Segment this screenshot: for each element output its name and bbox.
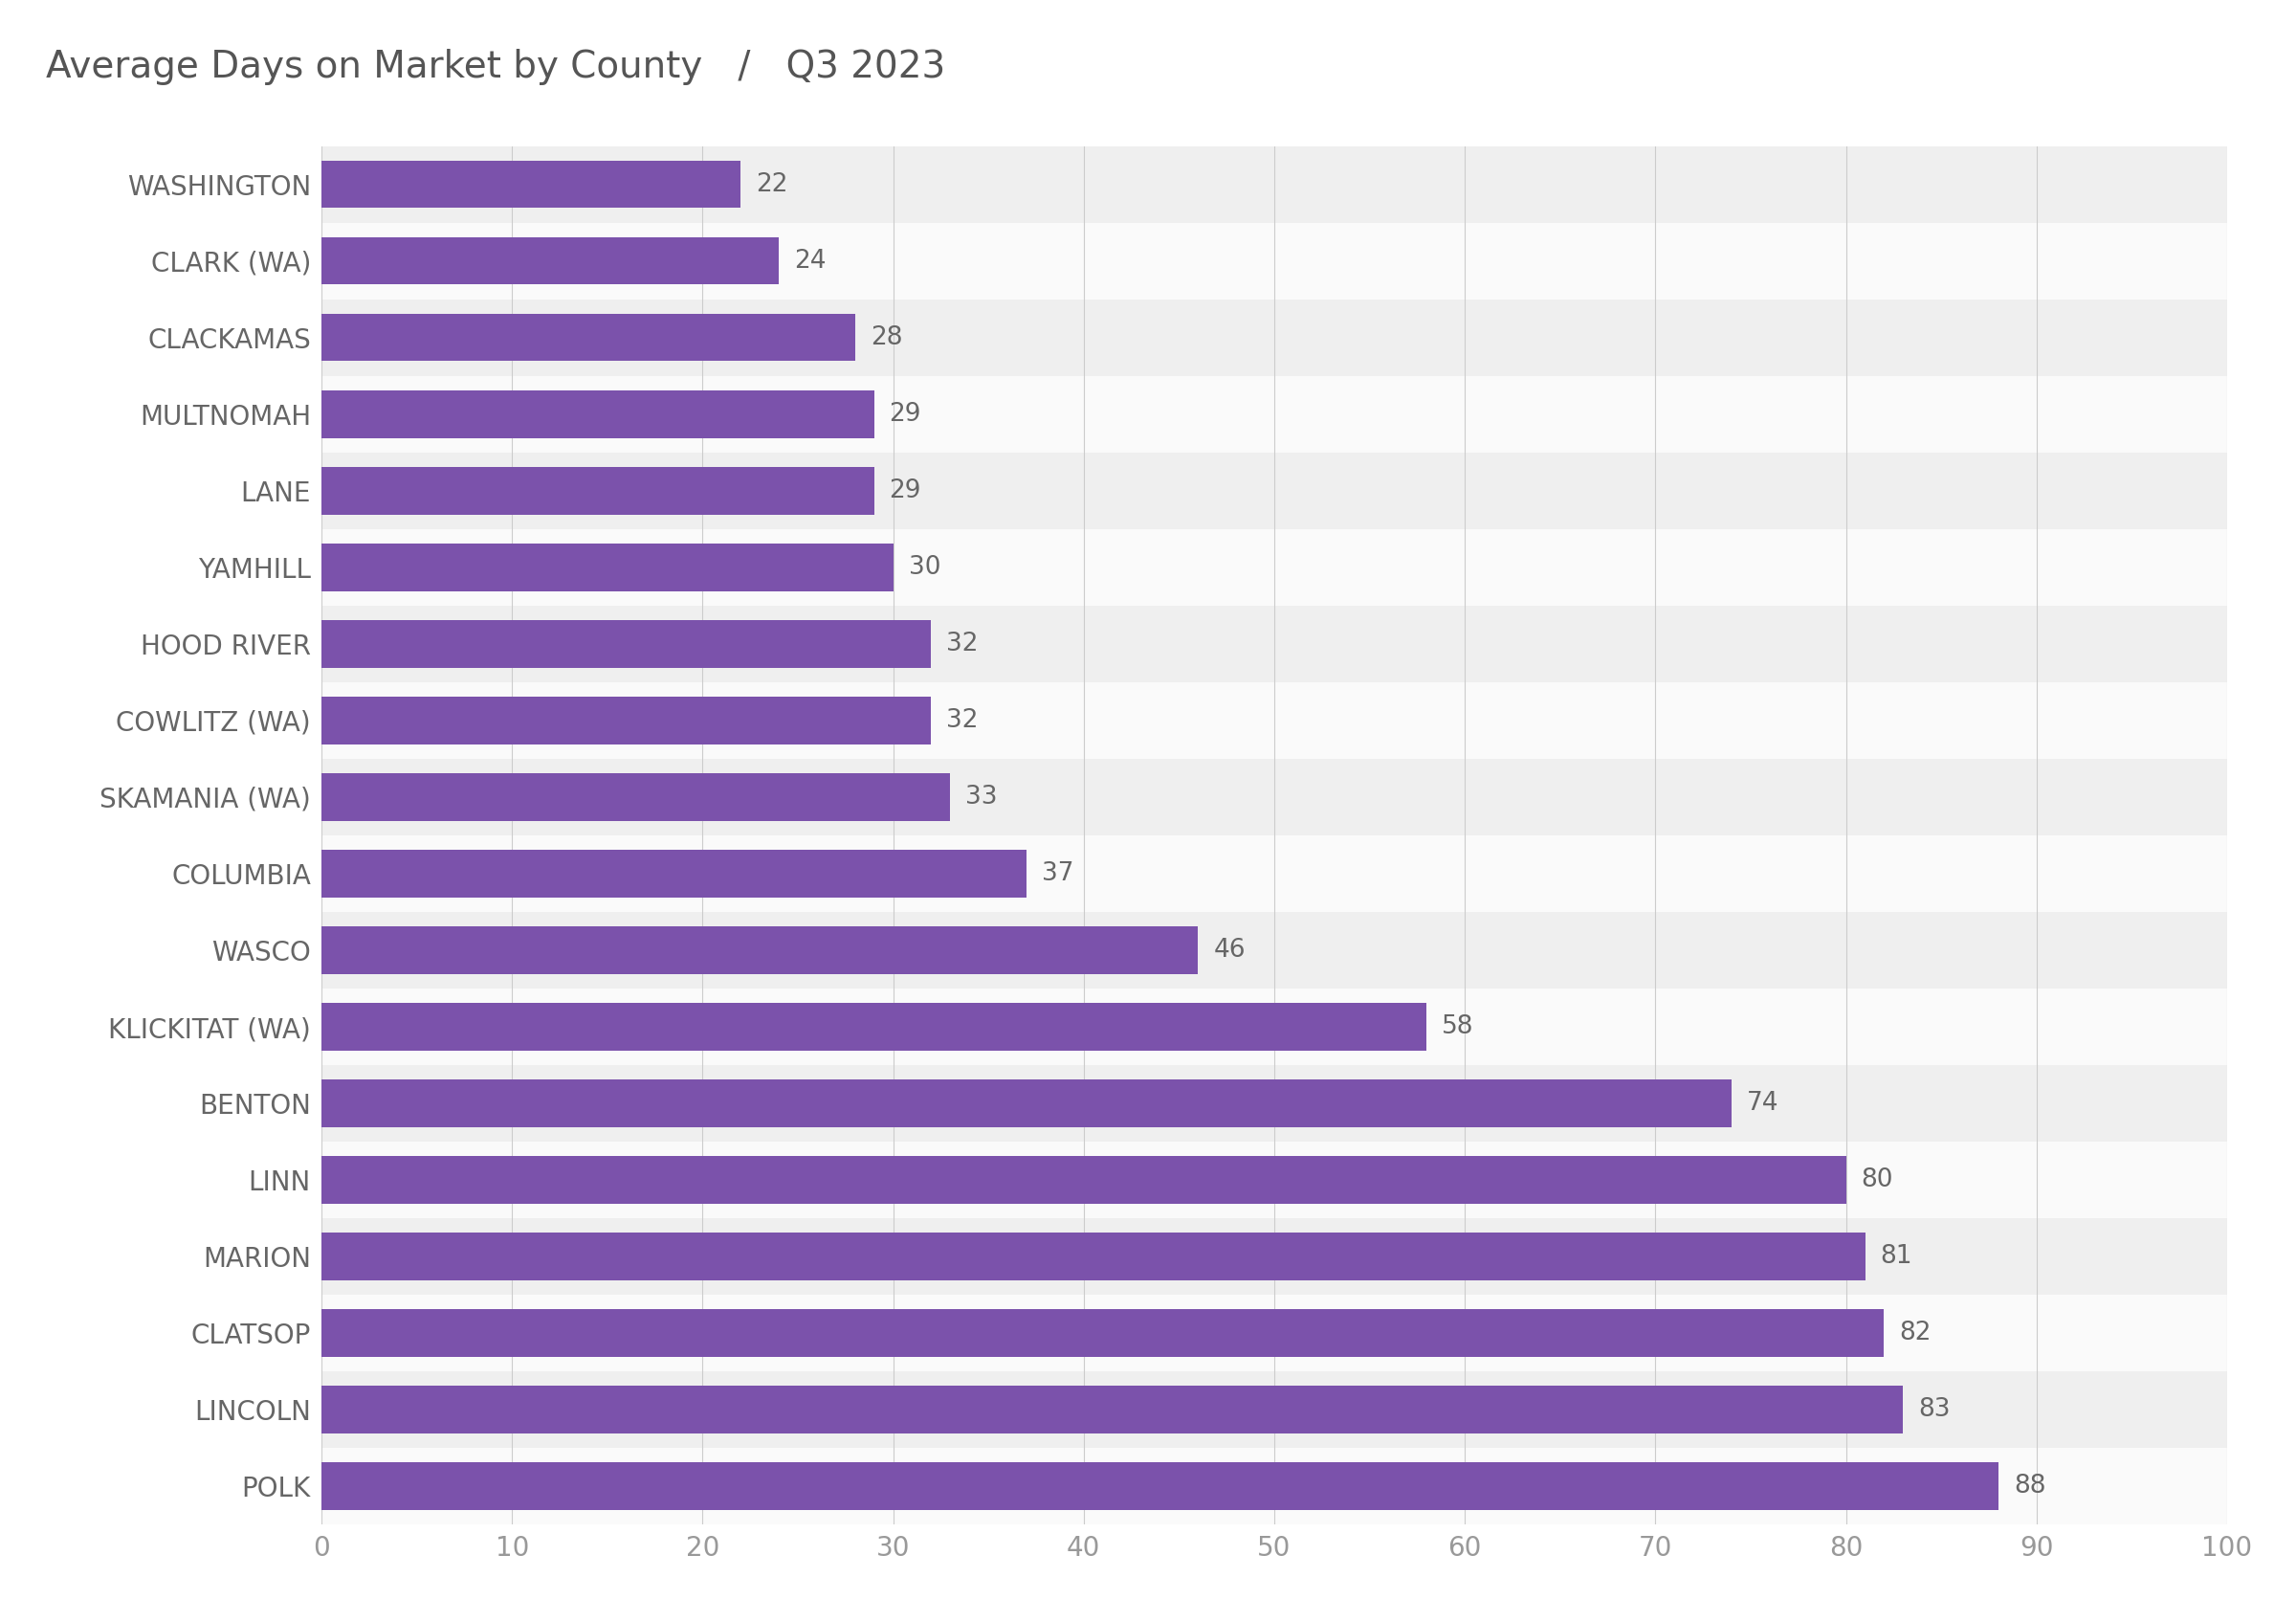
Bar bbox=[321, 313, 854, 362]
Bar bbox=[321, 1002, 1426, 1051]
Bar bbox=[321, 1372, 2227, 1448]
Text: 37: 37 bbox=[1042, 861, 1075, 886]
Text: Average Days on Market by County   /   Q3 2023: Average Days on Market by County / Q3 20… bbox=[46, 49, 946, 84]
Bar bbox=[321, 1448, 2227, 1525]
Bar bbox=[321, 453, 2227, 529]
Bar bbox=[321, 376, 2227, 453]
Text: 88: 88 bbox=[2014, 1474, 2046, 1499]
Text: 30: 30 bbox=[909, 555, 941, 579]
Bar bbox=[321, 146, 2227, 222]
Bar bbox=[321, 850, 1026, 897]
Text: 81: 81 bbox=[1880, 1244, 1913, 1268]
Bar bbox=[321, 1463, 1998, 1510]
Bar bbox=[321, 222, 2227, 298]
Text: 33: 33 bbox=[967, 785, 996, 809]
Bar bbox=[321, 1233, 1864, 1280]
Text: 83: 83 bbox=[1919, 1397, 1949, 1422]
Bar bbox=[321, 1066, 2227, 1142]
Text: 28: 28 bbox=[870, 324, 902, 350]
Bar bbox=[321, 298, 2227, 376]
Text: 32: 32 bbox=[946, 631, 978, 657]
Bar bbox=[321, 467, 875, 514]
Bar bbox=[321, 620, 932, 668]
Text: 29: 29 bbox=[889, 402, 921, 427]
Bar bbox=[321, 1080, 1731, 1127]
Bar bbox=[321, 683, 2227, 759]
Text: 58: 58 bbox=[1442, 1014, 1474, 1040]
Text: 46: 46 bbox=[1212, 938, 1244, 963]
Text: 22: 22 bbox=[755, 172, 788, 196]
Bar bbox=[321, 161, 742, 208]
Text: 32: 32 bbox=[946, 707, 978, 733]
Bar bbox=[321, 605, 2227, 683]
Bar bbox=[321, 529, 2227, 605]
Bar bbox=[321, 759, 2227, 835]
Bar bbox=[321, 543, 893, 590]
Bar bbox=[321, 1309, 1885, 1358]
Bar bbox=[321, 1218, 2227, 1294]
Bar bbox=[321, 1387, 1903, 1434]
Bar bbox=[321, 697, 932, 744]
Bar bbox=[321, 926, 1199, 973]
Text: 74: 74 bbox=[1747, 1092, 1779, 1116]
Bar bbox=[321, 237, 778, 284]
Bar bbox=[321, 835, 2227, 912]
Bar bbox=[321, 391, 875, 438]
Text: 80: 80 bbox=[1862, 1168, 1894, 1192]
Bar bbox=[321, 1156, 1846, 1204]
Bar bbox=[321, 912, 2227, 988]
Bar bbox=[321, 988, 2227, 1066]
Bar bbox=[321, 1142, 2227, 1218]
Text: 29: 29 bbox=[889, 478, 921, 503]
Text: 82: 82 bbox=[1899, 1320, 1931, 1346]
Text: 24: 24 bbox=[794, 248, 827, 274]
Bar bbox=[321, 1294, 2227, 1372]
Bar bbox=[321, 774, 951, 821]
